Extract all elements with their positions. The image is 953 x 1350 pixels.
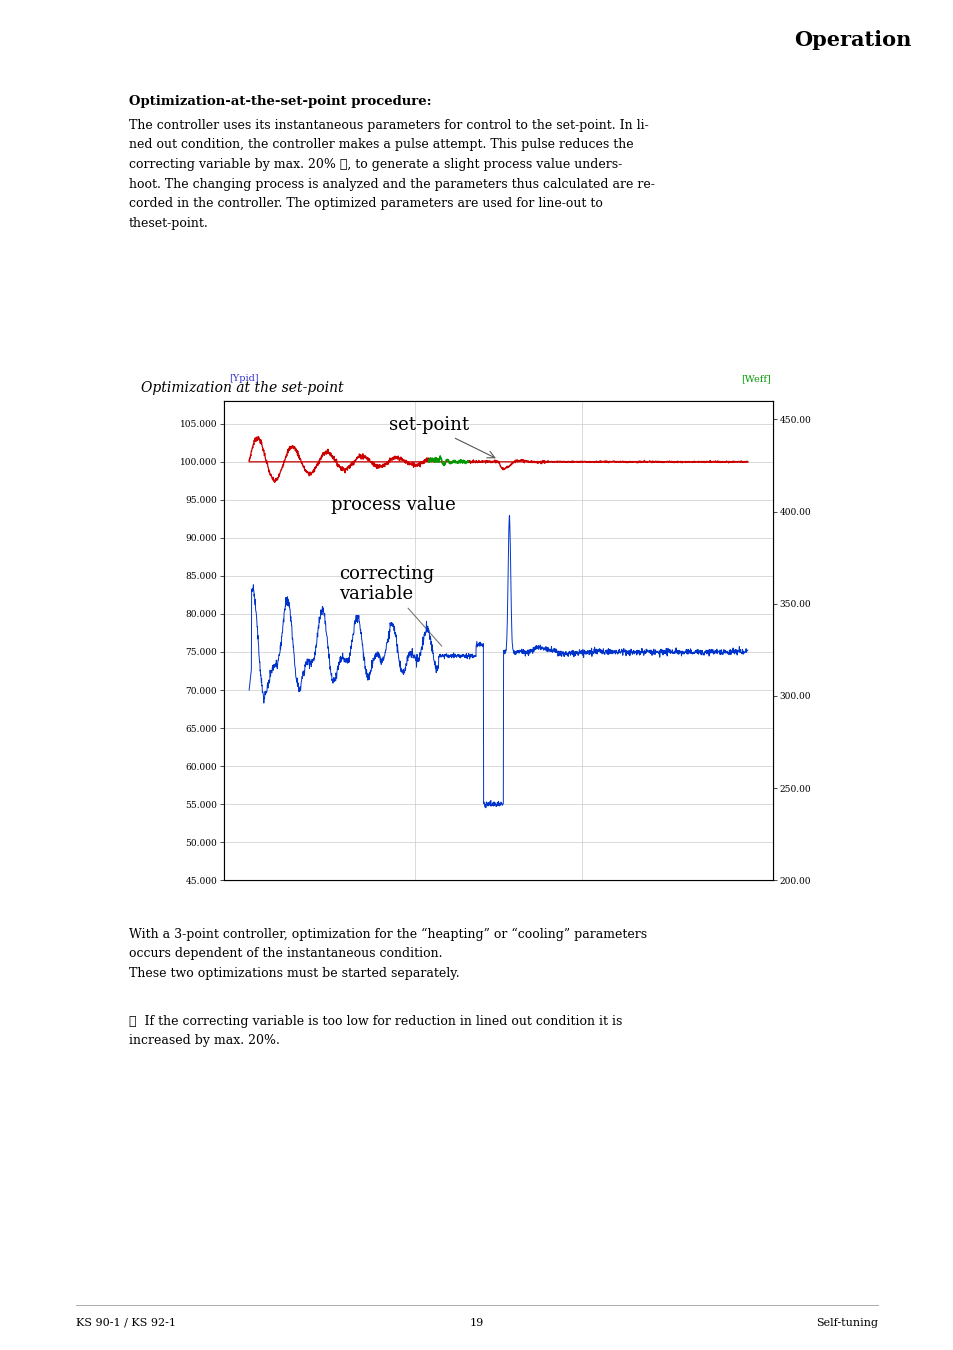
Text: With a 3-point controller, optimization for the “heapting” or “cooling” paramete: With a 3-point controller, optimization … (129, 927, 646, 941)
Text: 19: 19 (470, 1318, 483, 1327)
Text: ned out condition, the controller makes a pulse attempt. This pulse reduces the: ned out condition, the controller makes … (129, 139, 633, 151)
Text: corded in the controller. The optimized parameters are used for line-out to: corded in the controller. The optimized … (129, 197, 602, 211)
Text: KS 90-1 / KS 92-1: KS 90-1 / KS 92-1 (76, 1318, 176, 1327)
Text: set-point: set-point (389, 416, 495, 458)
Text: Optimization at the set-point: Optimization at the set-point (141, 381, 343, 394)
Text: correcting
variable: correcting variable (338, 564, 441, 647)
Text: occurs dependent of the instantaneous condition.: occurs dependent of the instantaneous co… (129, 948, 442, 960)
Text: The controller uses its instantaneous parameters for control to the set-point. I: The controller uses its instantaneous pa… (129, 119, 648, 132)
Text: Optimization-at-the-set-point procedure:: Optimization-at-the-set-point procedure: (129, 95, 431, 108)
Text: ①  If the correcting variable is too low for reduction in lined out condition it: ① If the correcting variable is too low … (129, 1015, 621, 1046)
Text: hoot. The changing process is analyzed and the parameters thus calculated are re: hoot. The changing process is analyzed a… (129, 177, 654, 190)
Text: [Weff]: [Weff] (740, 374, 770, 383)
Text: theset-point.: theset-point. (129, 216, 209, 230)
Text: These two optimizations must be started separately.: These two optimizations must be started … (129, 968, 459, 980)
Text: correcting variable by max. 20% ①, to generate a slight process value unders-: correcting variable by max. 20% ①, to ge… (129, 158, 621, 171)
Text: process value: process value (331, 495, 456, 514)
Text: Operation: Operation (793, 30, 910, 50)
Text: [Ypid]: [Ypid] (229, 374, 258, 383)
Text: Self-tuning: Self-tuning (815, 1318, 877, 1327)
